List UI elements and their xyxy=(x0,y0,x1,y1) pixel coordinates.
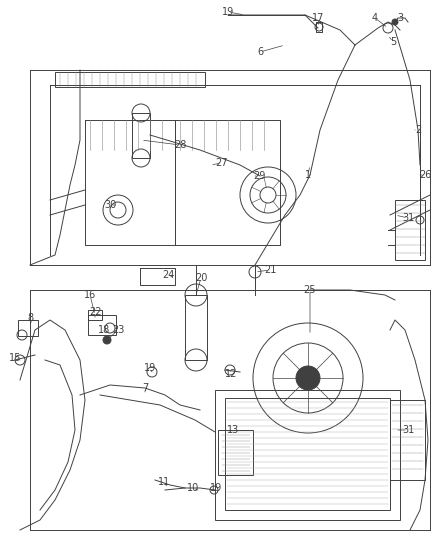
Text: 29: 29 xyxy=(253,171,265,181)
Text: 12: 12 xyxy=(225,369,237,379)
Text: 28: 28 xyxy=(174,140,186,150)
Text: 16: 16 xyxy=(84,290,96,300)
Text: 4: 4 xyxy=(372,13,378,23)
Text: 1: 1 xyxy=(305,170,311,180)
Text: 8: 8 xyxy=(27,313,33,323)
Text: 24: 24 xyxy=(162,270,174,280)
Text: 6: 6 xyxy=(257,47,263,57)
Bar xyxy=(185,295,207,360)
Text: 19: 19 xyxy=(222,7,234,17)
Text: 19: 19 xyxy=(144,363,156,373)
Text: 20: 20 xyxy=(195,273,207,283)
Bar xyxy=(55,72,205,87)
Text: 23: 23 xyxy=(112,325,124,335)
Bar xyxy=(225,398,390,510)
Text: 7: 7 xyxy=(142,383,148,393)
Text: 5: 5 xyxy=(390,37,396,47)
Bar xyxy=(18,320,38,336)
Text: 10: 10 xyxy=(187,483,199,493)
Circle shape xyxy=(392,19,398,25)
Bar xyxy=(132,113,150,158)
Text: 13: 13 xyxy=(227,425,239,435)
Text: 31: 31 xyxy=(402,425,414,435)
Text: 31: 31 xyxy=(402,213,414,223)
Bar xyxy=(215,390,400,520)
Text: 15: 15 xyxy=(9,353,21,363)
Text: 2: 2 xyxy=(415,125,421,135)
Text: 21: 21 xyxy=(264,265,276,275)
Text: 3: 3 xyxy=(397,13,403,23)
Text: 27: 27 xyxy=(216,158,228,168)
Bar xyxy=(88,310,102,320)
Text: 22: 22 xyxy=(89,307,101,317)
Text: 19: 19 xyxy=(210,483,222,493)
Bar xyxy=(218,430,253,475)
Bar xyxy=(395,200,425,260)
Circle shape xyxy=(103,336,111,344)
Bar xyxy=(390,400,425,480)
Text: 25: 25 xyxy=(304,285,316,295)
Text: 18: 18 xyxy=(98,325,110,335)
Text: 11: 11 xyxy=(158,477,170,487)
Bar xyxy=(88,315,116,335)
Circle shape xyxy=(296,366,320,390)
Text: 17: 17 xyxy=(312,13,324,23)
Text: 26: 26 xyxy=(419,170,431,180)
Text: 30: 30 xyxy=(104,200,116,210)
